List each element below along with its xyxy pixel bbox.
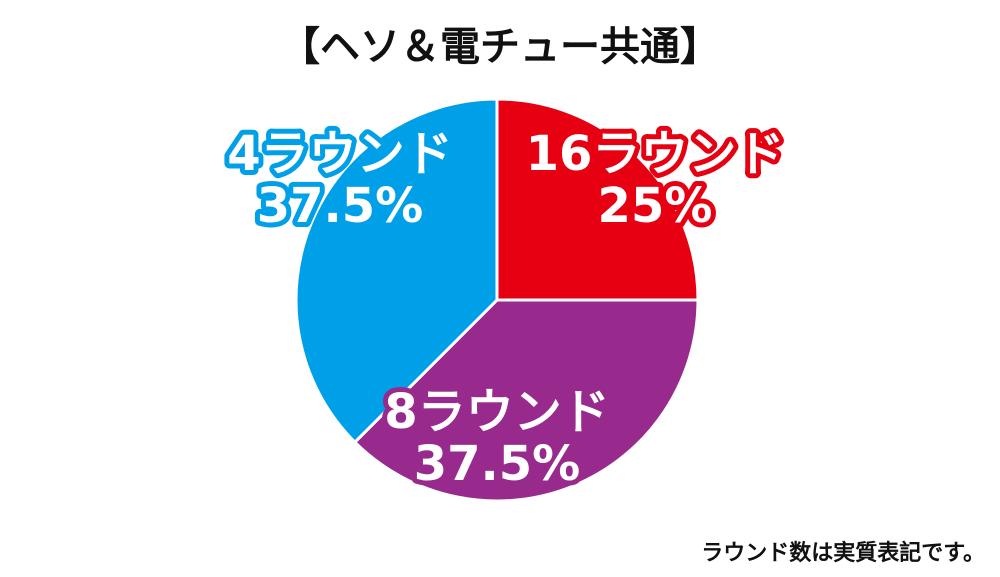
- slice-value-label: 37.5%: [257, 178, 424, 234]
- slice-label: 16ラウンド: [526, 126, 785, 182]
- slice-value-label: 37.5%: [414, 436, 581, 492]
- slice-label: 8ラウンド: [384, 384, 609, 440]
- pie-slice: [352, 298, 700, 503]
- chart-title: 【ヘソ＆電チュー共通】: [280, 24, 720, 70]
- annotation-note: ラウンド数は実質表記です。: [701, 540, 985, 566]
- slice-label: 4ラウンド: [227, 126, 452, 182]
- pie-slice: [495, 97, 700, 302]
- slice-value-label: 25%: [598, 178, 713, 234]
- pie-slice: [294, 97, 499, 445]
